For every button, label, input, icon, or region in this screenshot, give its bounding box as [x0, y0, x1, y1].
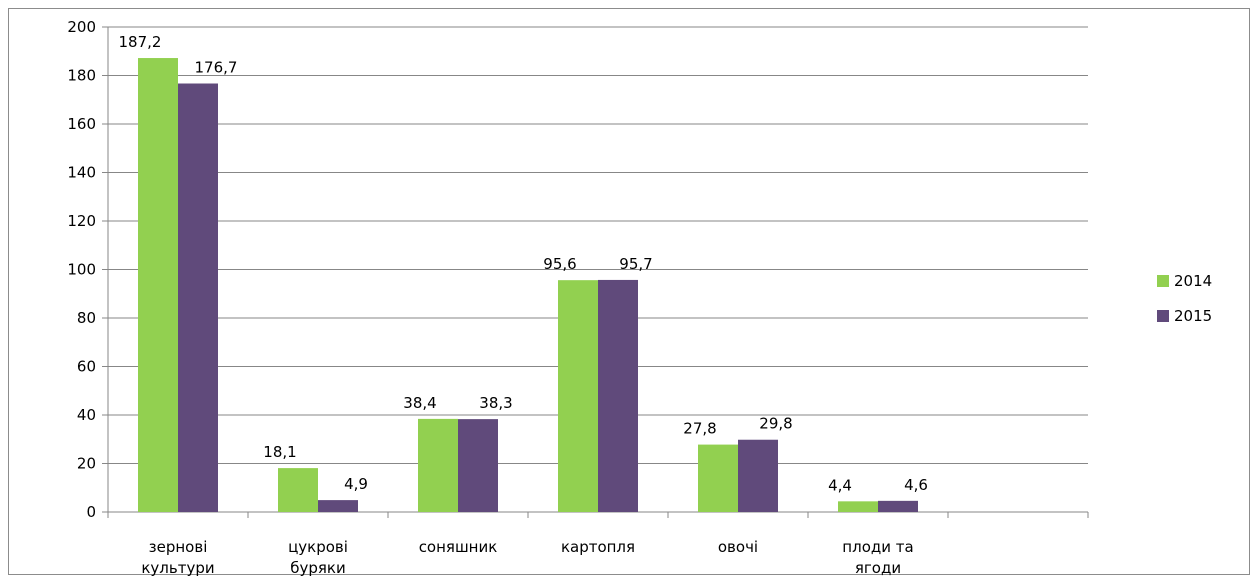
data-label: 18,1: [263, 443, 296, 461]
bar-2014: [418, 418, 458, 512]
y-tick-label: 40: [77, 406, 96, 424]
bar-2014: [278, 468, 318, 512]
data-label: 4,9: [344, 475, 368, 493]
data-label: 95,7: [619, 255, 652, 273]
bar-2015: [878, 500, 918, 512]
bar-2015: [178, 83, 218, 512]
category-label: цукрові: [288, 538, 348, 556]
y-tick-label: 160: [67, 115, 96, 133]
category-label: культури: [141, 559, 214, 577]
y-tick-label: 100: [67, 261, 96, 279]
y-tick-label: 0: [86, 503, 96, 521]
bar-2015: [318, 500, 358, 512]
bar-2014: [138, 58, 178, 512]
y-tick-label: 200: [67, 18, 96, 36]
bar-2014: [838, 501, 878, 512]
data-label: 95,6: [543, 255, 576, 273]
category-label: плоди та: [842, 538, 913, 556]
data-label: 29,8: [759, 415, 792, 433]
bar-2015: [598, 279, 638, 512]
bar-2014: [558, 280, 598, 512]
category-label: картопля: [561, 538, 635, 556]
category-label: соняшник: [419, 538, 498, 556]
category-label: ягоди: [855, 559, 901, 577]
category-label: буряки: [290, 559, 345, 577]
legend-label: 2014: [1174, 272, 1212, 290]
data-label: 176,7: [195, 59, 238, 77]
category-label: зернові: [149, 538, 208, 556]
bar-2015: [458, 419, 498, 512]
data-label: 4,6: [904, 476, 928, 494]
data-label: 4,4: [828, 476, 852, 494]
y-tick-label: 140: [67, 164, 96, 182]
legend-swatch: [1157, 310, 1169, 322]
y-tick-label: 20: [77, 455, 96, 473]
bar-2015: [738, 439, 778, 512]
bar-2014: [698, 444, 738, 512]
data-label: 187,2: [119, 33, 162, 51]
category-label: овочі: [718, 538, 758, 556]
legend-label: 2015: [1174, 307, 1212, 325]
y-tick-label: 180: [67, 67, 96, 85]
data-label: 38,4: [403, 394, 436, 412]
y-tick-label: 80: [77, 309, 96, 327]
legend-swatch: [1157, 275, 1169, 287]
y-tick-label: 60: [77, 358, 96, 376]
y-tick-label: 120: [67, 212, 96, 230]
data-label: 38,3: [479, 394, 512, 412]
data-label: 27,8: [683, 420, 716, 438]
